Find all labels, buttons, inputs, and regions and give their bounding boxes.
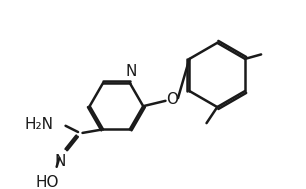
Text: N: N (125, 64, 136, 79)
Text: HO: HO (36, 175, 59, 189)
Text: N: N (54, 154, 66, 169)
Text: O: O (166, 91, 178, 107)
Text: H₂N: H₂N (24, 117, 53, 132)
